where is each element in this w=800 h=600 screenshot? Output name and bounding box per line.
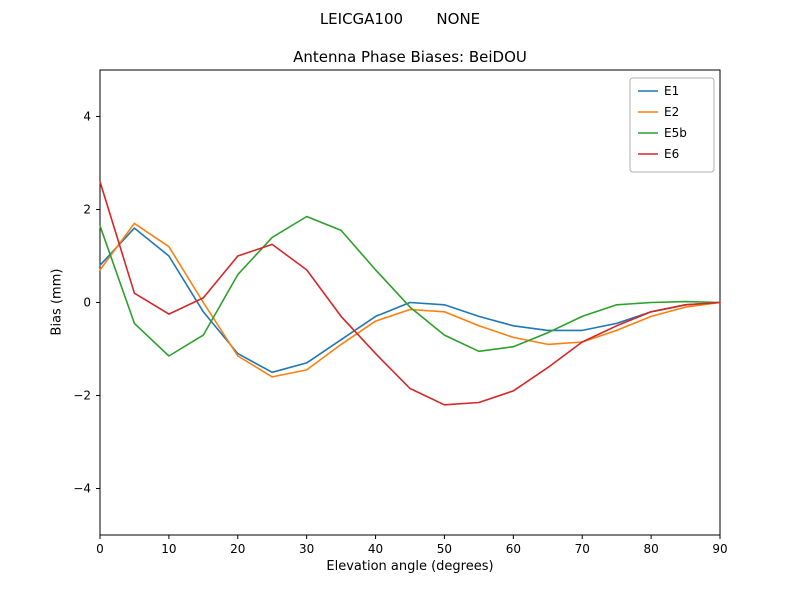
series-line-E2 <box>99 222 721 378</box>
legend-label: E5b <box>664 126 687 140</box>
x-tick-label: 50 <box>437 542 452 556</box>
x-tick-label: 0 <box>96 542 104 556</box>
x-axis-label: Elevation angle (degrees) <box>326 559 494 574</box>
y-axis-label: Bias (mm) <box>49 268 65 336</box>
x-tick-label: 30 <box>299 542 314 556</box>
legend-label: E1 <box>664 84 679 98</box>
y-tick-label: −4 <box>73 482 91 496</box>
chart-title: Antenna Phase Biases: BeiDOU <box>293 48 527 66</box>
series-line-E1 <box>99 227 721 374</box>
legend <box>629 77 715 173</box>
x-tick-label: 70 <box>575 542 590 556</box>
series-line-E5b <box>99 215 721 357</box>
y-tick-label: 4 <box>83 110 91 124</box>
y-tick-label: 2 <box>83 203 91 217</box>
y-tick-label: 0 <box>83 296 91 310</box>
x-tick-label: 10 <box>161 542 176 556</box>
x-tick-label: 40 <box>368 542 383 556</box>
series-line-E6 <box>99 180 721 406</box>
x-tick-label: 60 <box>506 542 521 556</box>
x-tick-label: 90 <box>712 542 727 556</box>
figure-suptitle: LEICGA100 NONE <box>319 10 481 28</box>
legend-label: E6 <box>664 147 679 161</box>
y-tick-label: −2 <box>73 389 91 403</box>
x-tick-label: 80 <box>643 542 658 556</box>
x-tick-label: 20 <box>230 542 245 556</box>
legend-label: E2 <box>664 105 679 119</box>
